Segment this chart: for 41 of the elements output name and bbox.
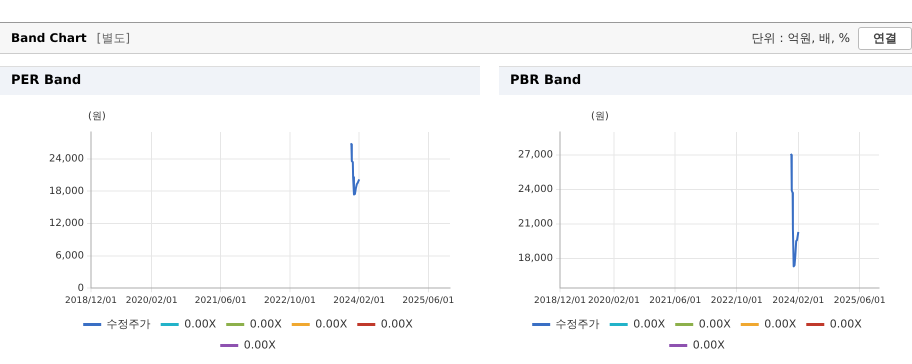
x-tick-label: 2022/10/01 <box>264 296 316 306</box>
legend-label: 0.00X <box>244 338 276 352</box>
x-tick-label: 2020/02/01 <box>126 296 178 306</box>
x-tick-label: 2021/06/01 <box>194 296 247 306</box>
legend-label: 0.00X <box>184 317 217 330</box>
y-axis-title: (원) <box>88 110 106 123</box>
text: Band Chart <box>11 31 87 45</box>
x-tick-label: 2025/06/01 <box>402 296 454 306</box>
y-tick-label: 18,000 <box>518 252 553 264</box>
y-tick-label: 0 <box>78 282 84 294</box>
x-tick-label: 2022/10/01 <box>710 296 763 306</box>
text: [별도] <box>96 30 130 46</box>
y-tick-label: 27,000 <box>518 150 553 161</box>
legend-label: 0.00X <box>692 338 726 352</box>
x-tick-label: 2024/02/01 <box>772 296 824 306</box>
x-tick-label: 2021/06/01 <box>649 296 702 306</box>
x-tick-label: 2025/06/01 <box>834 296 886 306</box>
legend-label: 0.00X <box>698 317 732 330</box>
y-tick-label: 21,000 <box>518 218 553 230</box>
chart-title: PBR Band <box>499 66 912 95</box>
legend-label: 수정주가 <box>106 317 151 330</box>
y-tick-label: 18,000 <box>48 186 84 197</box>
x-tick-label: 2020/02/01 <box>588 296 640 306</box>
y-tick-label: 12,000 <box>48 218 84 230</box>
y-tick-label: 24,000 <box>48 154 84 165</box>
legend-label: 0.00X <box>633 317 666 330</box>
text: 연결 <box>858 26 912 50</box>
y-tick-label: 6,000 <box>55 250 84 262</box>
x-tick-label: 2024/02/01 <box>333 296 386 306</box>
legend-label: 0.00X <box>315 317 348 330</box>
legend-label: 수정주가 <box>556 317 600 330</box>
legend-label: 0.00X <box>830 317 862 330</box>
chart-title: PER Band <box>0 66 480 95</box>
x-tick-label: 2018/12/01 <box>534 296 586 306</box>
legend-label: 0.00X <box>764 317 797 330</box>
legend-label: 0.00X <box>250 317 282 330</box>
x-tick-label: 2018/12/01 <box>65 296 117 306</box>
y-tick-label: 24,000 <box>518 184 553 196</box>
text: 단위 : 억원, 배, % <box>752 30 850 46</box>
y-axis-title: (원) <box>591 110 609 123</box>
legend-label: 0.00X <box>380 317 414 330</box>
